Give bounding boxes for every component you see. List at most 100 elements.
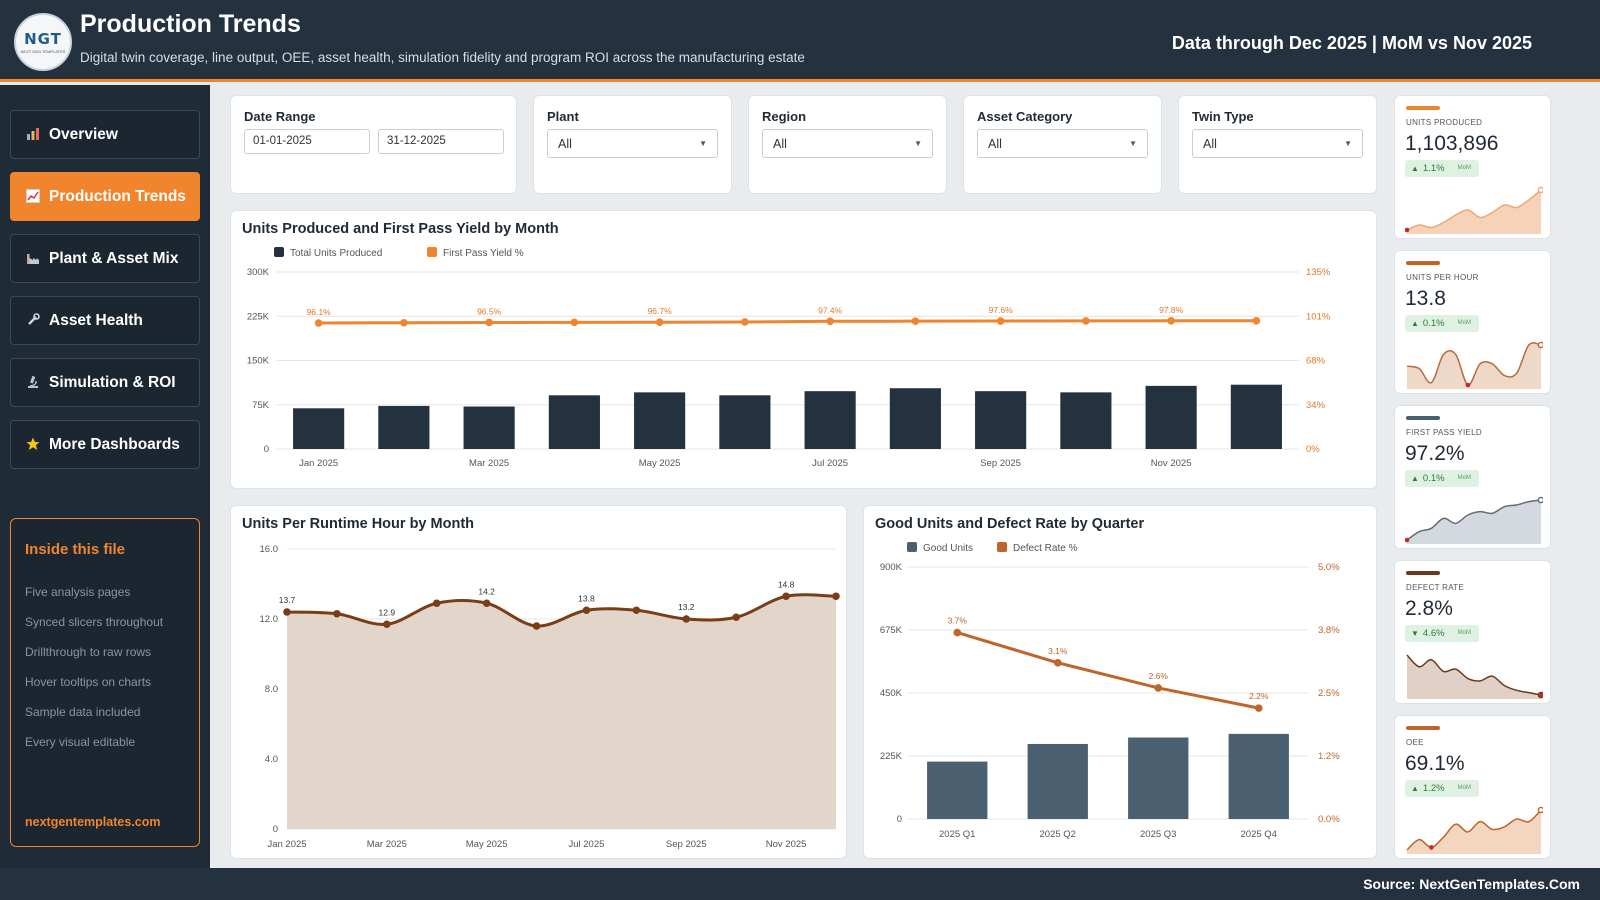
select-value: All: [773, 137, 787, 151]
kpi-change: 4.6%: [1422, 628, 1445, 639]
twin-type-select[interactable]: All ▼: [1192, 129, 1363, 158]
good-defect-chart-card: Good Units and Defect Rate by Quarter 0 2…: [863, 505, 1377, 859]
kpi-accent-bar: [1406, 571, 1440, 575]
legend-swatch: [427, 247, 437, 257]
kpi-change: 0.1%: [1422, 318, 1445, 329]
point: [953, 628, 962, 637]
area-fill: [287, 594, 836, 829]
filter-date-range: Date Range 01-01-2025 31-12-2025: [230, 95, 517, 194]
data-label: 14.2: [478, 586, 495, 596]
trend-icon: [25, 188, 41, 205]
point: [333, 609, 341, 618]
data-label: 96.7%: [648, 306, 673, 316]
filter-label: Region: [762, 109, 807, 124]
sidebar: Overview Production Trends Plant & Asset…: [0, 85, 210, 868]
kpi-mom-label: MoM: [1457, 785, 1471, 791]
kpi-accent-bar: [1406, 416, 1440, 420]
sparkline-end-point: [1537, 496, 1543, 504]
x-tick-label: Sep 2025: [980, 458, 1021, 469]
region-select[interactable]: All ▼: [762, 129, 933, 158]
filter-plant: Plant All ▼: [533, 95, 732, 194]
point: [432, 599, 441, 608]
kpi-value: 2.8%: [1405, 597, 1453, 620]
bar: [634, 392, 686, 449]
y-left-tick-label: 450K: [880, 688, 903, 699]
nav-label: Plant & Asset Mix: [49, 249, 179, 267]
data-label: 96.1%: [307, 307, 332, 317]
sparkline-min-point: [1429, 845, 1434, 850]
sparkline-line: [1406, 189, 1542, 231]
legend-swatch: [274, 247, 284, 257]
series-line: [318, 319, 1257, 325]
legend-swatch: [997, 542, 1007, 552]
y-right-tick-label: 0%: [1306, 444, 1320, 455]
point: [1254, 704, 1263, 712]
sparkline-fill: [1407, 342, 1541, 389]
nav-plant-asset-mix[interactable]: Plant & Asset Mix: [10, 234, 200, 283]
kpi-mom-label: MoM: [1457, 475, 1471, 481]
sparkline-min-point: [1405, 227, 1410, 233]
nav-simulation-roi[interactable]: Simulation & ROI: [10, 358, 200, 407]
nav-overview[interactable]: Overview: [10, 110, 200, 159]
kpi-sparkline: [1406, 341, 1543, 389]
uph-chart: 0 4.0 8.0 12.0 16.0 13.7 12.9 14.2 13.8 13.2 14.8 J…: [260, 544, 840, 850]
chart-title: Units Produced and First Pass Yield by M…: [242, 221, 559, 237]
bar: [1027, 743, 1088, 819]
chevron-down-icon: ▼: [699, 139, 707, 148]
filter-label: Plant: [547, 109, 579, 124]
filter-label: Twin Type: [1192, 109, 1254, 124]
bar: [1145, 385, 1197, 449]
data-label: 96.5%: [477, 306, 502, 316]
website-link[interactable]: nextgentemplates.com: [25, 815, 161, 829]
point: [400, 318, 408, 327]
y-tick-label: 12.0: [260, 614, 279, 625]
chart-icon: [25, 127, 41, 143]
kpi-value: 13.8: [1405, 287, 1446, 310]
x-tick-label: Jul 2025: [568, 839, 604, 850]
data-label: 97.6%: [989, 305, 1014, 315]
nav-production-trends[interactable]: Production Trends: [10, 172, 200, 221]
point: [314, 319, 323, 327]
inside-this-file-panel: Inside this file Five analysis pages Syn…: [10, 518, 200, 847]
inside-item: Hover tooltips on charts: [25, 675, 152, 689]
kpi-card: FIRST PASS YIELD 97.2% ▲ 0.1% MoM: [1394, 405, 1551, 549]
asset-category-select[interactable]: All ▼: [977, 129, 1148, 158]
sparkline-fill: [1407, 500, 1541, 544]
units-fpy-chart-card: Units Produced and First Pass Yield by M…: [230, 210, 1377, 489]
date-from-input[interactable]: 01-01-2025: [244, 129, 370, 154]
nav-more-dashboards[interactable]: More Dashboards: [10, 420, 200, 469]
bar: [293, 408, 345, 449]
kpi-label: OEE: [1406, 738, 1424, 747]
inside-item: Every visual editable: [25, 735, 136, 749]
nav-label: Production Trends: [49, 187, 186, 205]
data-label: 13.2: [678, 602, 695, 612]
kpi-label: DEFECT RATE: [1406, 583, 1465, 592]
good-defect-chart: 0 225K 450K 675K 900K 0.0% 1.2% 2.5% 3.8% 5.0% Goo…: [880, 542, 1340, 840]
nav-asset-health[interactable]: Asset Health: [10, 296, 200, 345]
kpi-card: DEFECT RATE 2.8% ▼ 4.6% MoM: [1394, 560, 1551, 704]
data-label: 3.7%: [948, 616, 968, 626]
x-tick-label: Nov 2025: [1151, 458, 1192, 469]
chevron-down-icon: ▼: [1344, 139, 1352, 148]
plant-select[interactable]: All ▼: [547, 129, 718, 158]
nav-label: Asset Health: [49, 311, 143, 329]
factory-icon: [25, 251, 41, 267]
sparkline-fill: [1407, 810, 1541, 854]
date-to-input[interactable]: 31-12-2025: [378, 129, 504, 154]
select-value: All: [1203, 137, 1217, 151]
point: [832, 592, 840, 601]
legend-label: Defect Rate %: [1013, 543, 1078, 554]
point: [996, 317, 1005, 325]
data-label: 97.8%: [1159, 305, 1184, 315]
bar: [1228, 733, 1289, 819]
kpi-change-badge: ▲ 0.1% MoM: [1405, 315, 1479, 332]
bar: [1060, 392, 1112, 449]
data-label: 3.1%: [1048, 646, 1068, 656]
inside-item: Sample data included: [25, 705, 141, 719]
data-label: 97.4%: [818, 305, 843, 315]
logo-subtext: NEXT GEN TEMPLATES: [20, 49, 66, 54]
data-through-label: Data through Dec 2025 | MoM vs Nov 2025: [1171, 33, 1532, 53]
data-label: 14.8: [778, 579, 795, 589]
filter-twin-type: Twin Type All ▼: [1178, 95, 1377, 194]
filter-asset-category: Asset Category All ▼: [963, 95, 1162, 194]
